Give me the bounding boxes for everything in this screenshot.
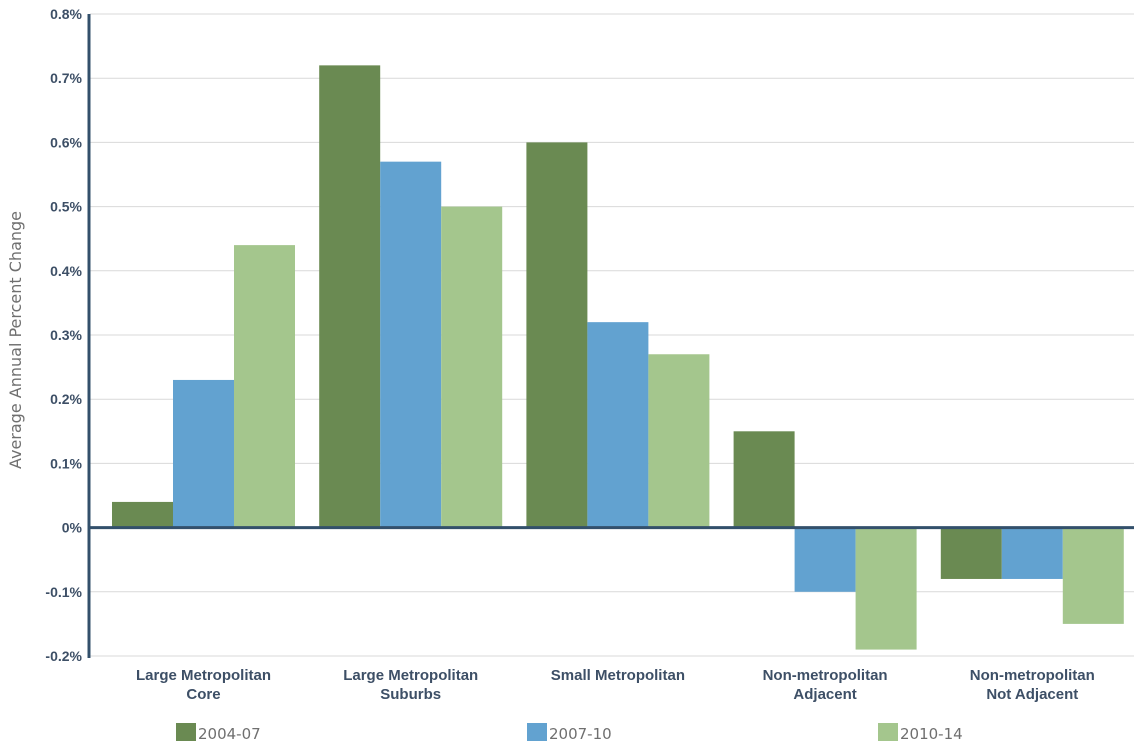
bar-2007-10-2 [587, 322, 649, 528]
x-category-label: Core [186, 686, 220, 703]
y-tick-label: 0.5% [50, 199, 82, 215]
x-category-label: Not Adjacent [986, 686, 1078, 703]
x-category-label: Suburbs [380, 686, 441, 703]
legend: 2004-07 2007-10 2010-14 [176, 723, 963, 743]
y-tick-label: 0% [62, 520, 83, 536]
y-tick-label: -0.1% [45, 584, 82, 600]
y-tick-label: 0.1% [50, 455, 82, 471]
bars [112, 65, 1124, 650]
y-tick-label: 0.4% [50, 263, 82, 279]
bar-2010-14-2 [648, 354, 710, 528]
y-axis-title: Average Annual Percent Change [6, 211, 25, 469]
bar-2007-10-1 [380, 161, 442, 528]
bar-2007-10-0 [173, 379, 234, 528]
legend-label: 2010-14 [900, 725, 963, 743]
x-category-label: Large Metropolitan [136, 667, 271, 684]
bar-2010-14-3 [855, 527, 917, 650]
bar-2010-14-1 [441, 206, 503, 528]
bar-2004-07-1 [319, 65, 381, 528]
y-tick-label: 0.8% [50, 6, 82, 22]
y-tick-label: 0.2% [50, 391, 82, 407]
legend-label: 2004-07 [198, 725, 261, 743]
y-tick-label: 0.3% [50, 327, 82, 343]
x-category-label: Adjacent [793, 686, 856, 703]
bar-2004-07-3 [733, 431, 795, 528]
x-category-label: Small Metropolitan [551, 667, 685, 684]
bar-2007-10-3 [794, 527, 856, 592]
bar-2004-07-2 [526, 142, 588, 528]
x-category-label: Large Metropolitan [343, 667, 478, 684]
y-axis-ticks: -0.2% -0.1% 0% 0.1% 0.2% 0.3% 0.4% 0.5% 0.6% 0.7%… [45, 6, 82, 664]
legend-swatch [176, 723, 196, 741]
bar-2004-07-4 [940, 527, 1002, 579]
y-tick-label: 0.7% [50, 70, 82, 86]
bar-2007-10-4 [1001, 527, 1063, 579]
legend-label: 2007-10 [549, 725, 612, 743]
bar-2010-14-4 [1062, 527, 1124, 624]
x-category-label: Non-metropolitan [763, 667, 888, 684]
legend-swatch [878, 723, 898, 741]
y-tick-label: -0.2% [45, 648, 82, 664]
bar-2010-14-0 [234, 245, 295, 528]
y-tick-label: 0.6% [50, 134, 82, 150]
bar-2004-07-0 [112, 501, 173, 528]
legend-swatch [527, 723, 547, 741]
x-category-label: Non-metropolitan [970, 667, 1095, 684]
x-axis-categories: Large Metropolitan Core Large Metropolitan… [136, 667, 1095, 703]
